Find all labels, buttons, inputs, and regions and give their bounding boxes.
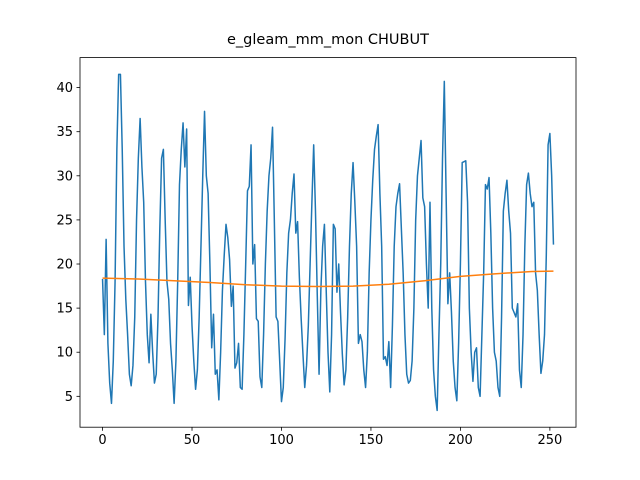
axes-frame	[79, 57, 577, 428]
y-tick-label: 20	[56, 258, 73, 273]
x-tick-label: 200	[448, 433, 473, 448]
y-tick-label: 5	[65, 390, 73, 405]
y-tick-label: 10	[56, 346, 73, 361]
x-tick-label: 50	[184, 433, 201, 448]
data-line	[102, 270, 554, 288]
x-tick-label: 0	[98, 433, 106, 448]
x-tick-label: 100	[269, 433, 294, 448]
x-tick-label: 250	[537, 433, 562, 448]
chart-title: e_gleam_mm_mon CHUBUT	[227, 32, 429, 48]
y-tick-label: 40	[56, 81, 73, 96]
x-tick-label: 150	[359, 433, 384, 448]
y-tick-label: 25	[56, 213, 73, 228]
y-tick-label: 30	[56, 169, 73, 184]
y-tick-label: 15	[56, 302, 73, 317]
data-line	[101, 73, 555, 412]
y-tick-label: 35	[56, 125, 73, 140]
